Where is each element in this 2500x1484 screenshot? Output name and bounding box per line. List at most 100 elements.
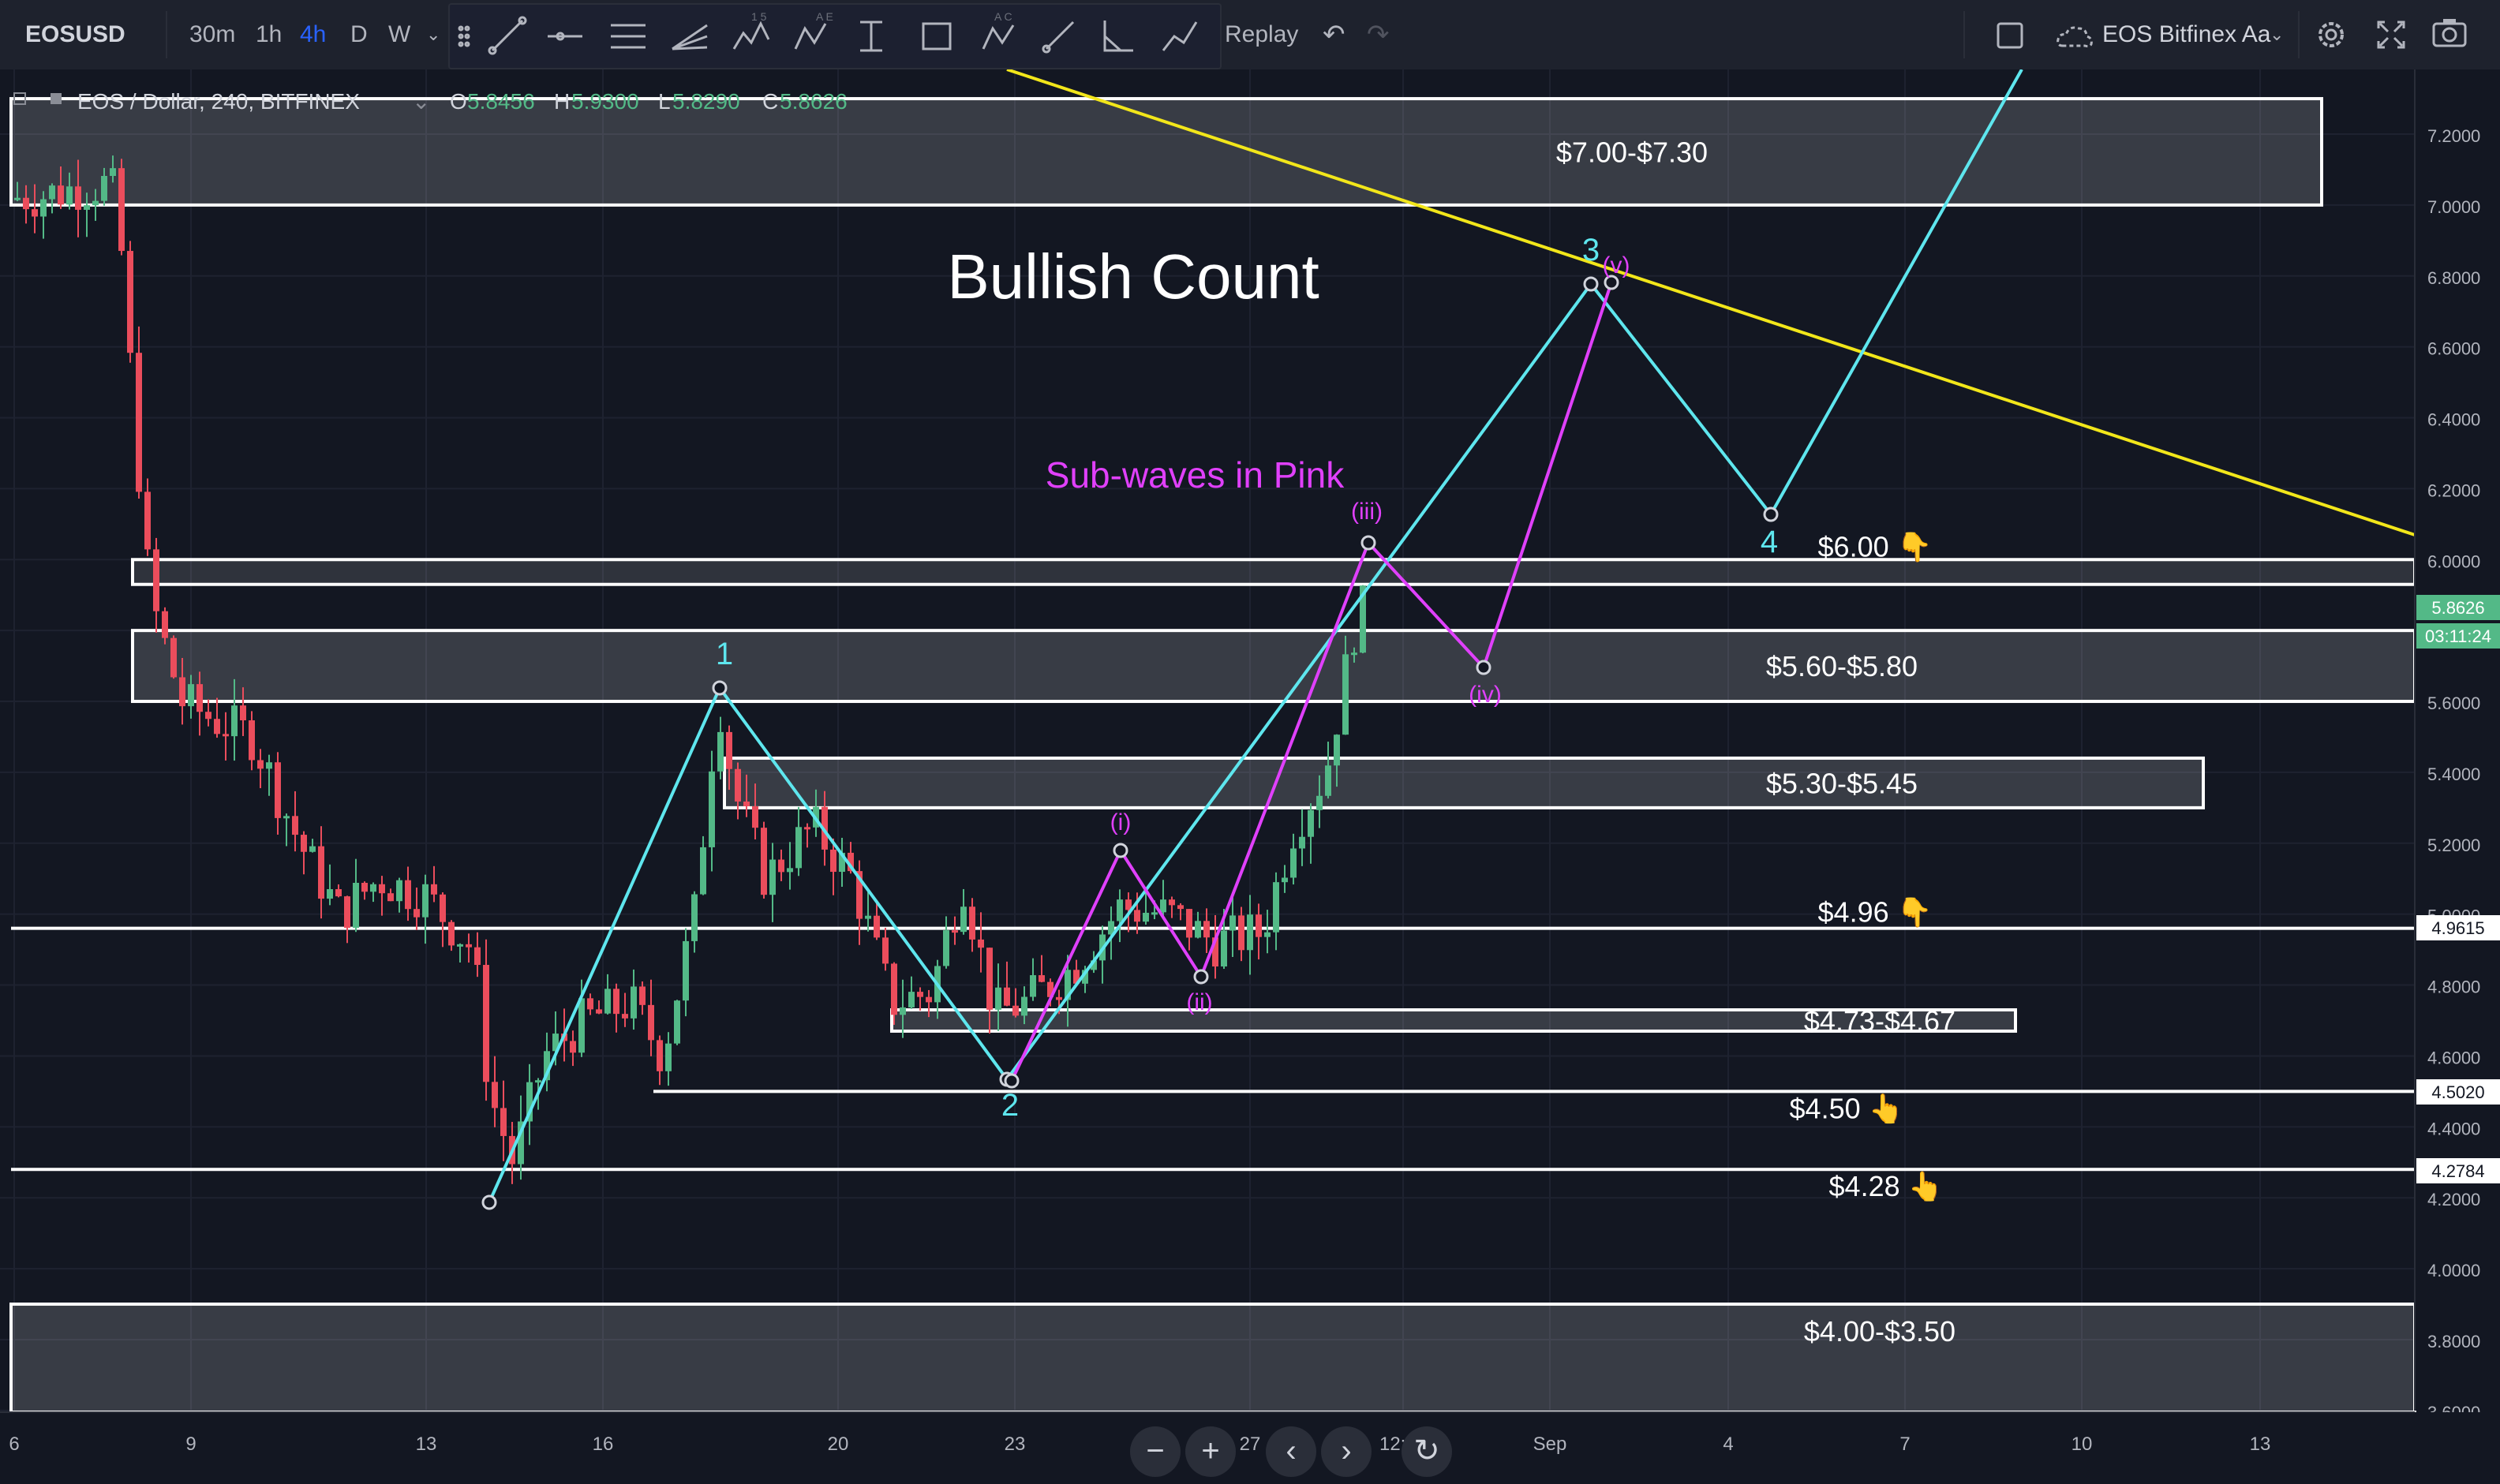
candle-body xyxy=(275,762,281,818)
reset-chart-button[interactable]: ↻ xyxy=(1402,1426,1452,1477)
wave-label: 1 xyxy=(716,637,733,671)
price-range-icon[interactable] xyxy=(860,21,882,52)
candle-body xyxy=(657,1040,663,1071)
candle-body xyxy=(327,889,333,899)
candle-body xyxy=(613,989,619,1015)
candle-body xyxy=(23,197,29,210)
zone-label: $4.00-$3.50 xyxy=(1804,1315,1955,1348)
candle-body xyxy=(370,884,376,892)
elliott-correction-icon[interactable] xyxy=(794,23,827,50)
candle-body xyxy=(1125,899,1132,910)
candle-body xyxy=(301,835,307,852)
subwave-point xyxy=(1360,535,1376,551)
legend-low-value: 5.8290 xyxy=(672,89,740,114)
scroll-right-button[interactable]: › xyxy=(1321,1426,1372,1477)
zone-label: $5.60-$5.80 xyxy=(1766,650,1918,682)
chart-layout-button[interactable]: EOS Bitfinex Aa xyxy=(2102,21,2271,47)
candle-body xyxy=(136,353,142,492)
fullscreen-icon[interactable] xyxy=(2374,0,2408,69)
candle-body xyxy=(804,827,810,830)
candle-body xyxy=(440,894,446,922)
candle-body xyxy=(466,944,472,948)
legend-chevron-icon[interactable]: ⌄ xyxy=(412,89,430,114)
candle-body xyxy=(240,705,246,721)
cloud-icon[interactable] xyxy=(2055,0,2094,69)
time-tick-label: 7 xyxy=(1899,1434,1910,1455)
candle-body xyxy=(387,893,394,902)
candle-body xyxy=(1195,921,1201,938)
price-tick-label: 3.8000 xyxy=(2427,1332,2480,1351)
symbol-search-button[interactable]: EOSUSD xyxy=(25,21,125,47)
interval-30m-button[interactable]: 30m xyxy=(189,21,236,47)
drag-handle-icon[interactable] xyxy=(458,25,470,47)
camera-icon[interactable] xyxy=(2431,0,2468,69)
wave-label: 4 xyxy=(1761,525,1778,559)
candle-body xyxy=(500,1108,507,1136)
elliott-impulse-icon[interactable] xyxy=(732,21,770,50)
interval-d-button[interactable]: D xyxy=(350,21,368,47)
price-zone-box xyxy=(723,756,2205,809)
price-axis[interactable] xyxy=(2415,69,2500,1411)
candle-body xyxy=(205,712,211,720)
primary-wave-path xyxy=(488,69,2023,1203)
legend-collapse-icon[interactable] xyxy=(13,92,26,105)
rectangle-select-icon[interactable] xyxy=(1995,0,2027,69)
candle-body xyxy=(223,734,229,737)
candle-body xyxy=(900,1007,906,1015)
resistance-trendline xyxy=(1006,68,2416,536)
time-axis[interactable] xyxy=(0,1412,2500,1480)
interval-4h-button[interactable]: 4h xyxy=(300,21,327,47)
parallel-channel-icon[interactable] xyxy=(611,24,646,49)
price-tick-label: 5.6000 xyxy=(2427,693,2480,713)
chevron-down-icon[interactable]: ⌄ xyxy=(2270,24,2285,44)
candle-body xyxy=(587,998,593,1010)
candle-body xyxy=(1143,912,1149,922)
candle-body xyxy=(856,871,863,919)
candle-body xyxy=(726,731,732,769)
candle-body xyxy=(596,1009,602,1014)
chevron-down-icon[interactable]: ⌄ xyxy=(426,24,441,44)
zoom-in-button[interactable]: + xyxy=(1185,1426,1236,1477)
price-badge xyxy=(2416,1079,2500,1105)
candle-body xyxy=(1012,1005,1019,1016)
fib-icon[interactable] xyxy=(1103,21,1133,52)
price-chart[interactable]: $7.00-$7.30 $5.60-$5.80 $5.30-$5.45 $4.73-$… xyxy=(0,68,2500,1480)
candle-body xyxy=(40,199,47,217)
price-badge xyxy=(2416,595,2500,620)
time-tick-label: 9 xyxy=(185,1434,196,1455)
candle-body xyxy=(960,906,967,933)
zoom-out-button[interactable]: − xyxy=(1130,1426,1181,1477)
pitchfork-icon[interactable] xyxy=(672,24,708,50)
candle-body xyxy=(778,859,784,873)
scroll-left-button[interactable]: ‹ xyxy=(1266,1426,1316,1477)
trend-line-icon[interactable] xyxy=(488,16,527,55)
price-tick-label: 6.8000 xyxy=(2427,268,2480,288)
undo-icon[interactable]: ↶ xyxy=(1323,20,1345,50)
candle-body xyxy=(66,186,73,205)
abcd-pattern-icon[interactable] xyxy=(982,24,1015,50)
chart-area[interactable]: $7.00-$7.30 $5.60-$5.80 $5.30-$5.45 $4.73-$… xyxy=(0,68,2500,1480)
price-tick-label: 4.8000 xyxy=(2427,977,2480,997)
replay-button[interactable]: Replay xyxy=(1225,21,1299,47)
candle-body xyxy=(1073,970,1080,984)
time-tick-label: 4 xyxy=(1723,1434,1733,1455)
gear-icon[interactable] xyxy=(2314,0,2348,69)
price-badge-label: 5.8626 xyxy=(2431,598,2484,618)
candle-body xyxy=(1039,975,1045,982)
rectangle-icon[interactable] xyxy=(922,22,952,50)
price-badge-label: 03:11:24 xyxy=(2425,626,2491,646)
pointing-hand-icon: 👇 xyxy=(1897,896,1933,929)
candle-body xyxy=(257,760,264,769)
interval-1h-button[interactable]: 1h xyxy=(256,21,283,47)
candle-body xyxy=(214,719,220,735)
price-tick-label: 6.4000 xyxy=(2427,410,2480,430)
level-label: $4.50 👆 xyxy=(1790,1092,1904,1124)
horizontal-ray-icon[interactable] xyxy=(548,32,582,41)
path-icon[interactable] xyxy=(1162,21,1198,51)
candle-body xyxy=(457,944,463,947)
interval-w-button[interactable]: W xyxy=(388,21,411,47)
brush-icon[interactable] xyxy=(1042,21,1075,54)
candle-body xyxy=(978,939,984,948)
redo-icon[interactable]: ↷ xyxy=(1367,20,1390,50)
candle-body xyxy=(483,965,489,1082)
